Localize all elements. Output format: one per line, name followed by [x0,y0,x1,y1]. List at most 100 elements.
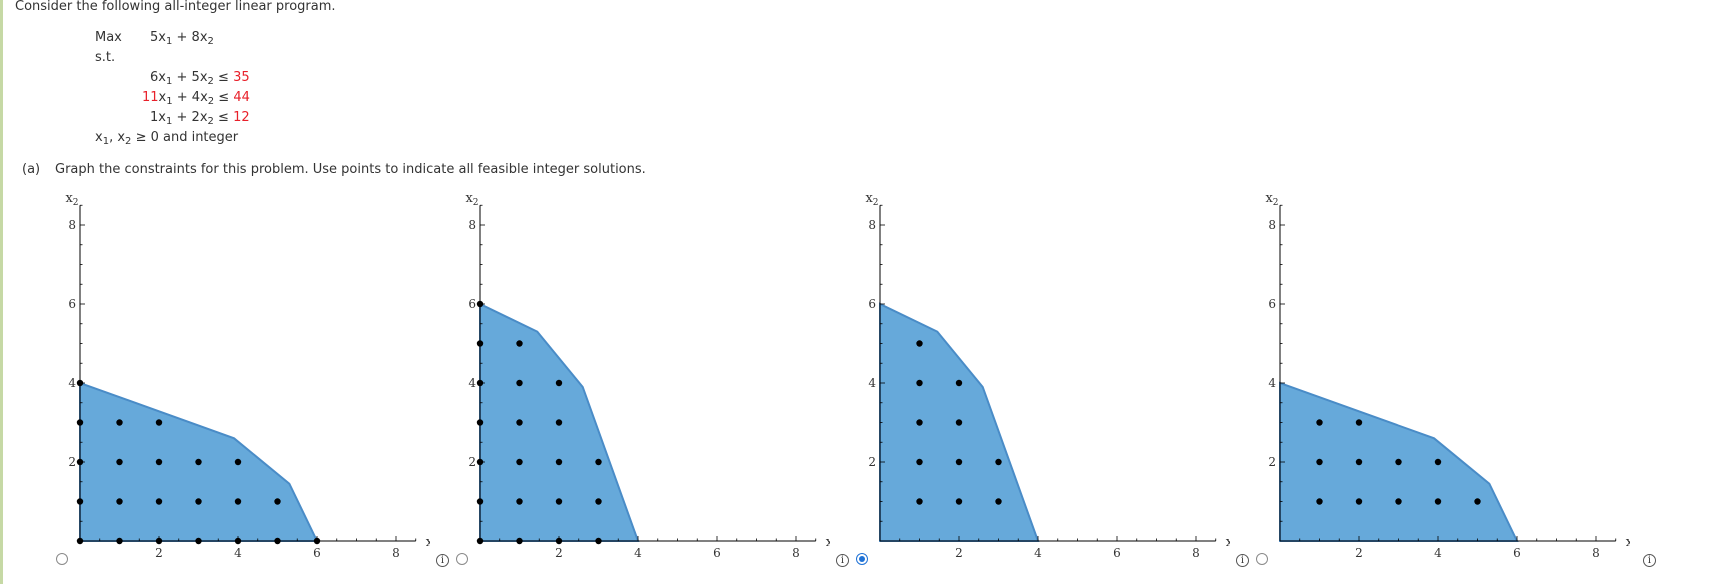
integer-point [476,537,484,545]
integer-point [555,379,563,387]
integer-point [76,498,84,505]
integer-point [476,379,484,387]
y-axis-label: x2 [1265,191,1278,208]
option-1-info-icon[interactable]: i [436,554,449,567]
integer-point [955,458,963,466]
integer-point [916,458,923,466]
y-tick-label: 4 [68,376,76,390]
x-tick-label: 4 [1434,546,1442,560]
integer-point [916,379,923,387]
integer-point [476,340,484,347]
integer-point [1474,498,1481,505]
integer-point [274,498,281,505]
y-tick-label: 6 [468,297,476,311]
y-axis-label: x2 [865,191,878,208]
x-tick-label: 2 [1355,546,1363,560]
integer-point [234,498,242,505]
intro-text: Consider the following all-integer linea… [15,0,336,14]
y-tick-label: 6 [868,297,876,311]
integer-point [516,537,523,545]
integer-point [476,300,484,308]
integer-point [155,458,163,466]
y-tick-label: 2 [68,455,76,469]
integer-point [234,458,242,466]
integer-point [955,379,963,387]
x-axis-label: x1 [1626,535,1630,552]
x-axis-label: x1 [426,535,430,552]
integer-point [76,419,84,426]
integer-point [195,537,202,545]
x-tick-label: 8 [392,546,400,560]
integer-point [76,458,84,466]
x-tick-label: 4 [1034,546,1042,560]
x-tick-label: 8 [1192,546,1200,560]
integer-point [274,537,281,545]
x-tick-label: 6 [313,546,321,560]
max-label: Max [95,30,122,45]
option-2-info-icon[interactable]: i [836,554,849,567]
integer-point [155,419,163,426]
x-tick-label: 2 [155,546,163,560]
y-tick-label: 8 [868,218,876,232]
x-axis-label: x1 [1226,535,1230,552]
integer-point [916,498,923,505]
integer-point [195,498,202,505]
x-tick-label: 4 [634,546,642,560]
integer-point [1434,458,1442,466]
y-tick-label: 4 [468,376,476,390]
integer-point [1316,498,1323,505]
integer-point [116,419,123,426]
option-2-radio[interactable] [456,553,468,565]
integer-point [1316,458,1323,466]
graph-options: 2 4 6 8 2 4 6 8 x2 x1 2 4 6 8 2 4 6 8 x2 x1 2 4 6 8 2 4 6 8 x2 x1 2… [0,188,1732,584]
integer-point [555,419,563,426]
integer-point [555,537,563,545]
x-tick-label: 8 [792,546,800,560]
graph-option-1: 2 4 6 8 2 4 6 8 x2 x1 [65,191,430,560]
integer-point [516,498,523,505]
integer-point [476,498,484,505]
integer-point [555,498,563,505]
integer-point [916,419,923,426]
option-1-radio[interactable] [56,553,68,565]
integer-point [916,340,923,347]
y-tick-label: 2 [468,455,476,469]
integer-point [1395,458,1402,466]
c3-rhs: 12 [233,110,250,125]
option-3-info-icon[interactable]: i [1236,554,1249,567]
integer-point [1434,498,1442,505]
integer-point [516,379,523,387]
left-accent-bar [0,0,3,584]
c2-a2: 4 [191,90,201,105]
option-4-info-icon[interactable]: i [1643,554,1656,567]
y-tick-label: 8 [468,218,476,232]
graph-option-3: 2 4 6 8 2 4 6 8 x2 x1 [865,191,1230,560]
obj-c1: 5 [150,30,159,45]
part-a-label: (a) [22,162,41,177]
x-tick-label: 8 [1592,546,1600,560]
y-tick-label: 6 [68,297,76,311]
c1-a1: 6 [150,70,159,85]
option-3-radio[interactable] [856,553,868,565]
integer-point [1355,498,1363,505]
nonneg-constraint: x1, x2 ≥ 0 and integer [95,130,239,147]
integer-point [195,458,202,466]
integer-point [516,419,523,426]
integer-point [516,458,523,466]
graph-option-2: 2 4 6 8 2 4 6 8 x2 x1 [465,191,830,560]
option-4-radio[interactable] [1256,553,1268,565]
st-label: s.t. [95,50,116,65]
integer-point [234,537,242,545]
y-tick-label: 6 [1268,297,1276,311]
integer-point [476,458,484,466]
integer-point [1395,498,1402,505]
x-tick-label: 6 [1513,546,1521,560]
objective: 5x1 + 8x2 [150,30,214,47]
c1-a2: 5 [191,70,200,85]
y-tick-label: 2 [1268,455,1276,469]
x-tick-label: 4 [234,546,242,560]
integer-point [1355,419,1363,426]
integer-point [76,537,84,545]
integer-point [116,458,123,466]
integer-point [555,458,563,466]
